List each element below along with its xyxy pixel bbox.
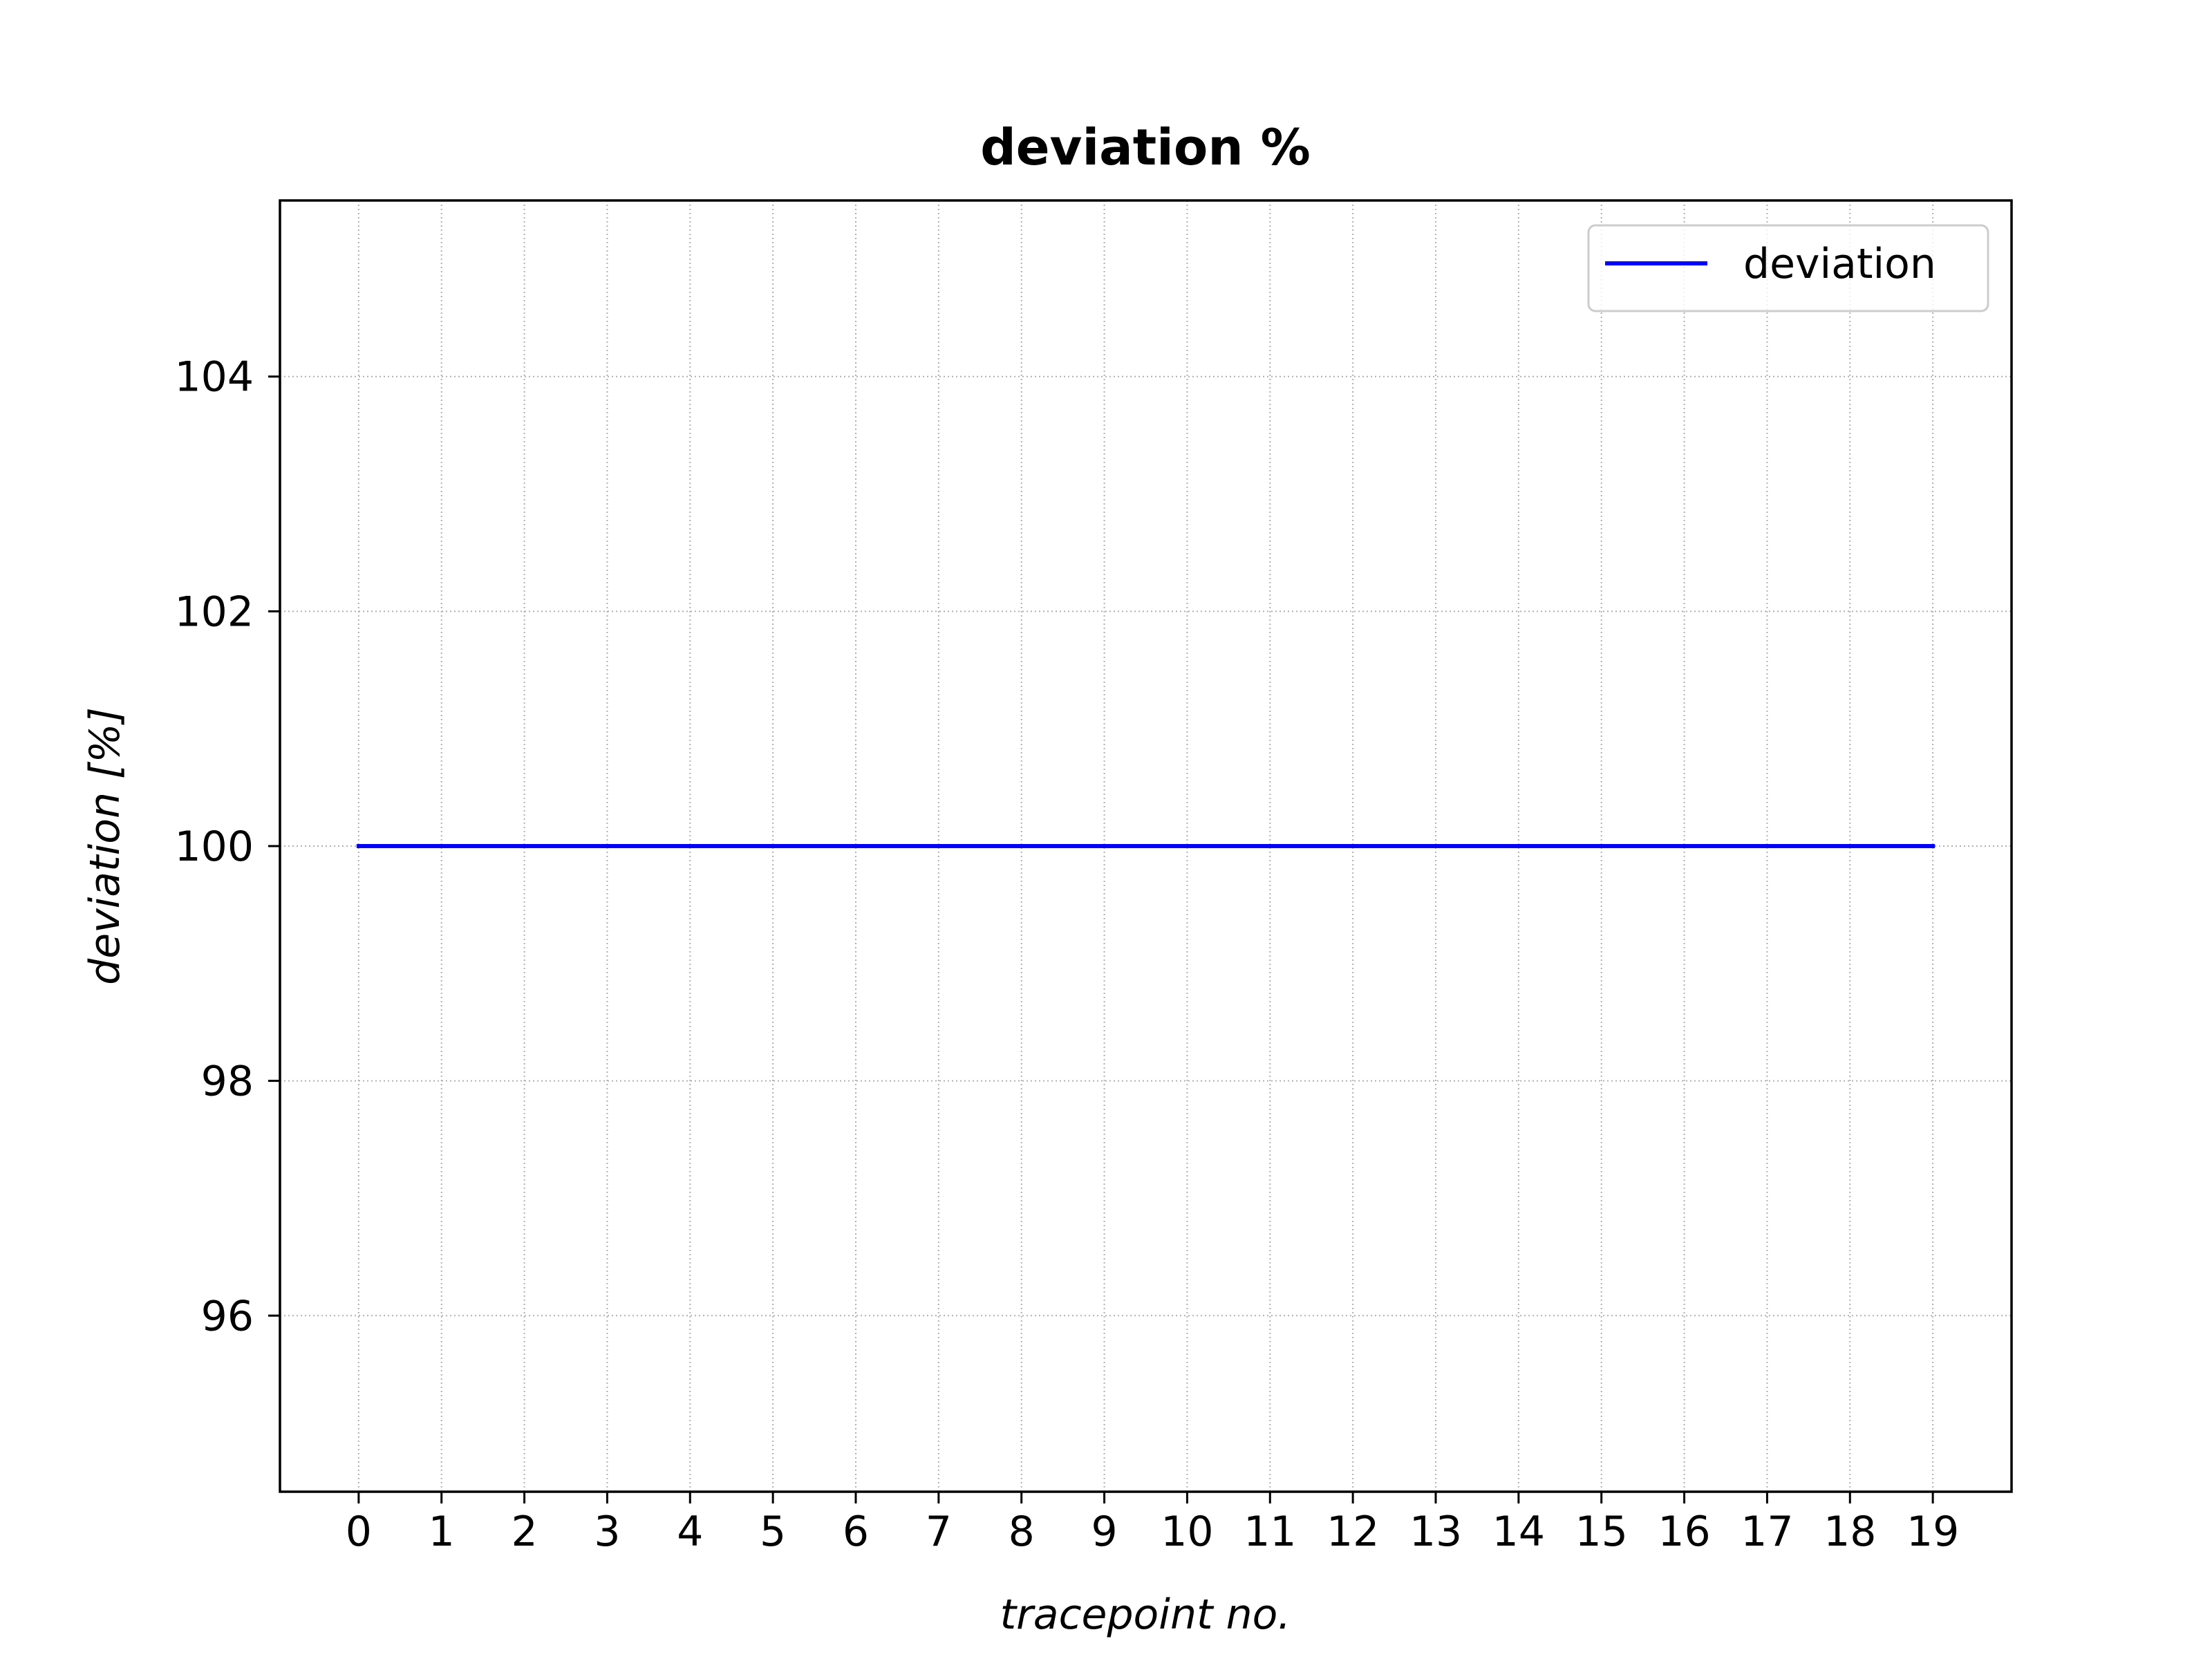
x-tick-label: 6 (843, 1508, 869, 1556)
y-tick-label: 104 (174, 353, 254, 402)
x-tick-label: 8 (1009, 1508, 1035, 1556)
x-tick-label: 15 (1575, 1508, 1628, 1556)
x-tick-label: 18 (1824, 1508, 1876, 1556)
legend-box (1587, 224, 1989, 312)
axis-ticks: 0 1 2 3 4 5 6 7 8 9 10 11 12 13 14 15 16 17 18 199698100102… (174, 353, 1959, 1556)
x-tick-label: 1 (429, 1508, 455, 1556)
y-axis-label: deviation [%] (81, 707, 129, 985)
y-tick-label: 102 (174, 588, 254, 636)
x-tick-label: 17 (1741, 1508, 1793, 1556)
x-tick-label: 0 (346, 1508, 372, 1556)
x-tick-label: 7 (926, 1508, 952, 1556)
x-tick-label: 10 (1161, 1508, 1213, 1556)
y-tick-label: 96 (201, 1292, 254, 1340)
x-tick-label: 9 (1091, 1508, 1117, 1556)
y-tick-label: 98 (201, 1058, 254, 1106)
legend-label-deviation: deviation (1743, 240, 1936, 288)
x-tick-label: 4 (677, 1508, 703, 1556)
x-tick-label: 19 (1906, 1508, 1959, 1556)
x-tick-label: 14 (1492, 1508, 1545, 1556)
x-tick-label: 5 (760, 1508, 786, 1556)
x-tick-label: 11 (1244, 1508, 1296, 1556)
x-tick-label: 2 (511, 1508, 537, 1556)
plot-area-frame (279, 199, 2013, 1493)
legend: deviation (1587, 224, 1989, 312)
x-tick-label: 13 (1409, 1508, 1462, 1556)
x-tick-label: 3 (594, 1508, 620, 1556)
x-tick-label: 16 (1658, 1508, 1710, 1556)
x-axis-label: tracepoint no. (1000, 1591, 1291, 1639)
y-tick-label: 100 (174, 823, 254, 871)
chart-title: deviation % (980, 118, 1311, 176)
x-tick-label: 12 (1327, 1508, 1379, 1556)
